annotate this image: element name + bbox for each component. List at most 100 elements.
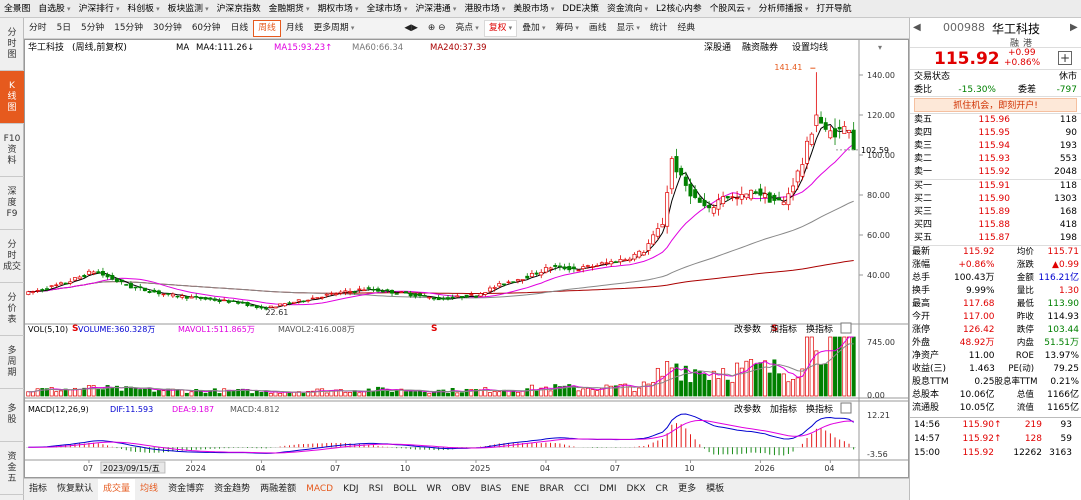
indicator-tab-0[interactable]: 指标 [29, 484, 48, 494]
menu-item-12[interactable]: DDE决策 [558, 0, 603, 17]
vol-maximize-icon[interactable] [840, 322, 852, 334]
sidebar-item-duozhouqi[interactable]: 多周期 [0, 336, 24, 389]
indicator-tab-9[interactable]: RSI [368, 484, 384, 494]
bids-row[interactable]: 买五 115.87 198 [910, 232, 1081, 245]
period-tab-1[interactable]: 5日 [56, 23, 72, 33]
indicator-tab-19[interactable]: CR [655, 484, 669, 494]
indicator-tab-13[interactable]: BIAS [480, 484, 502, 494]
tool-button-7[interactable]: 经典 [672, 20, 700, 37]
sidebar-item-fenshi[interactable]: 分时图 [0, 18, 24, 71]
open-account-banner[interactable]: 抓住机会，即刻开户! [914, 98, 1077, 112]
sidebar-item-duogu[interactable]: 多股 [0, 389, 24, 442]
menu-item-17[interactable]: 打开导航 [812, 0, 855, 17]
bids-row[interactable]: 买四 115.88 418 [910, 219, 1081, 232]
menu-item-8[interactable]: 全球市场 ▾ [363, 0, 412, 17]
indicator-tab-17[interactable]: DMI [599, 484, 617, 494]
volume-bar [254, 390, 259, 397]
vol-button-0[interactable]: 改参数 [734, 323, 761, 335]
chart-action-0[interactable]: 深股通 [704, 42, 731, 53]
sidebar-item-zijin[interactable]: 资金五 [0, 442, 24, 495]
tool-button-5[interactable]: 显示 ▾ [612, 20, 645, 37]
add-stock-icon[interactable]: + [1058, 51, 1072, 65]
asks-row[interactable]: 卖四 115.95 90 [910, 127, 1081, 140]
menu-item-14[interactable]: L2核心内参 [652, 0, 706, 17]
period-tab-5[interactable]: 60分钟 [191, 23, 221, 33]
period-tab-2[interactable]: 5分钟 [81, 23, 105, 33]
vol-button-2[interactable]: 换指标 [806, 323, 833, 335]
more-periods-button[interactable]: 更多周期 ▾ [308, 20, 359, 37]
indicator-tab-20[interactable]: 更多 [678, 484, 697, 494]
tool-button-0[interactable]: 亮点 ▾ [450, 20, 483, 37]
indicator-tab-1[interactable]: 恢复默认 [57, 484, 94, 494]
menu-item-4[interactable]: 板块监测 ▾ [164, 0, 213, 17]
menu-item-10[interactable]: 港股市场 ▾ [460, 0, 509, 17]
vol-button-1[interactable]: 加指标 [770, 323, 797, 335]
sidebar-item-fenjiabiao[interactable]: 分价表 [0, 283, 24, 336]
indicator-tab-6[interactable]: 两融差额 [260, 484, 297, 494]
indicator-tab-5[interactable]: 资金趋势 [214, 484, 251, 494]
macd-maximize-icon[interactable] [840, 402, 852, 414]
asks-row[interactable]: 卖一 115.92 2048 [910, 166, 1081, 179]
volume-bar [390, 391, 395, 397]
tool-button-3[interactable]: 筹码 ▾ [551, 20, 584, 37]
macd-button-1[interactable]: 加指标 [770, 403, 797, 415]
menu-item-3[interactable]: 科创板 ▾ [124, 0, 164, 17]
volume-bar [194, 389, 199, 397]
indicator-tab-7[interactable]: MACD [306, 484, 334, 494]
next-stock-icon[interactable]: ▶ [1070, 22, 1078, 33]
menu-item-15[interactable]: 个股风云 ▾ [706, 0, 755, 17]
sidebar-item-f10[interactable]: F10 资料 [0, 124, 24, 177]
scroll-arrows-icon[interactable]: ◀▶ [404, 23, 418, 33]
menu-item-1[interactable]: 自选股 ▾ [34, 0, 74, 17]
indicator-tab-4[interactable]: 资金博弈 [168, 484, 205, 494]
indicator-tab-10[interactable]: BOLL [393, 484, 417, 494]
menu-item-2[interactable]: 沪深排行 ▾ [75, 0, 124, 17]
indicator-tab-18[interactable]: DKX [626, 484, 646, 494]
volume-bar [674, 363, 679, 397]
menu-item-0[interactable]: 全景图 [0, 0, 34, 17]
indicator-tab-3[interactable]: 均线 [140, 484, 159, 494]
indicator-tab-2[interactable]: 成交量 [98, 479, 136, 500]
bids-row[interactable]: 买二 115.90 1303 [910, 193, 1081, 206]
tool-button-2[interactable]: 叠加 ▾ [517, 20, 550, 37]
indicator-tab-14[interactable]: ENE [511, 484, 530, 494]
period-tab-6[interactable]: 日线 [230, 23, 249, 33]
macd-button-2[interactable]: 换指标 [806, 403, 833, 415]
zoom-icon[interactable]: ⊕ ⊖ [427, 23, 446, 33]
indicator-tab-11[interactable]: WR [426, 484, 442, 494]
prev-stock-icon[interactable]: ◀ [913, 22, 921, 33]
period-tab-4[interactable]: 30分钟 [153, 23, 182, 33]
period-tab-7[interactable]: 周线 [253, 20, 281, 37]
sidebar-item-fenshichengjiao[interactable]: 分时成交 [0, 230, 24, 283]
stats-cell: 最新 [912, 247, 931, 257]
menu-item-9[interactable]: 沪深港通 ▾ [411, 0, 460, 17]
menu-item-6[interactable]: 金融期货 ▾ [265, 0, 314, 17]
bids-row[interactable]: 买一 115.91 118 [910, 180, 1081, 193]
indicator-tab-16[interactable]: CCI [573, 484, 590, 494]
tool-button-4[interactable]: 画线 [584, 20, 612, 37]
period-tab-0[interactable]: 分时 [29, 23, 47, 33]
menu-item-13[interactable]: 资金流向 ▾ [603, 0, 652, 17]
chart-action-2[interactable]: 设置均线 [792, 41, 828, 53]
bids-row[interactable]: 买三 115.89 168 [910, 206, 1081, 219]
tool-button-1[interactable]: 复权 ▾ [483, 20, 518, 37]
asks-row[interactable]: 卖三 115.94 193 [910, 140, 1081, 153]
indicator-tab-15[interactable]: BRAR [539, 484, 564, 494]
asks-row[interactable]: 卖五 115.96 118 [910, 114, 1081, 127]
menu-item-16[interactable]: 分析师播报 ▾ [755, 0, 813, 17]
period-tab-8[interactable]: 月线 [285, 23, 304, 33]
menu-item-7[interactable]: 期权市场 ▾ [314, 0, 363, 17]
period-tab-3[interactable]: 15分钟 [114, 23, 144, 33]
macd-button-0[interactable]: 改参数 [734, 403, 761, 415]
indicator-tab-12[interactable]: OBV [451, 484, 471, 494]
indicator-tab-21[interactable]: 模板 [706, 484, 725, 494]
menu-item-5[interactable]: 沪深京指数 [213, 0, 265, 17]
menu-item-11[interactable]: 美股市场 ▾ [509, 0, 558, 17]
tool-button-6[interactable]: 统计 [645, 20, 673, 37]
indicator-tab-8[interactable]: KDJ [343, 484, 359, 494]
chart-action-1[interactable]: 融资融券 [742, 41, 778, 53]
sidebar-item-shendu[interactable]: 深度 F9 [0, 177, 24, 230]
kline-chart[interactable]: 华工科技 (周线,前复权) MA MA4:111.26↓ MA15:93.23↑ MA60… [24, 39, 909, 478]
asks-row[interactable]: 卖二 115.93 553 [910, 153, 1081, 166]
